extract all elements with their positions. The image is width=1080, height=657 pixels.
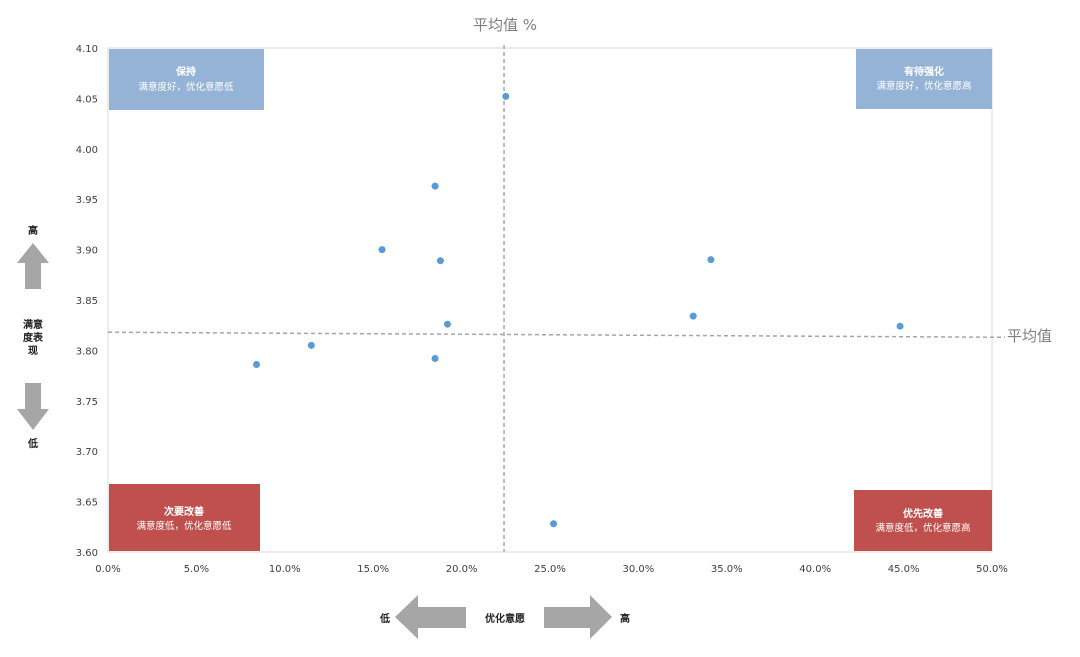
x-tick-label: 50.0% (976, 564, 1008, 575)
x-tick-label: 20.0% (446, 564, 478, 575)
scatter-point (437, 257, 444, 264)
y-tick-label: 3.60 (76, 548, 98, 559)
y-tick-label: 3.80 (76, 346, 98, 357)
x-tick-label: 30.0% (623, 564, 655, 575)
y-tick-label: 3.85 (76, 296, 98, 307)
x-axis-ticks: 0.0% 5.0% 10.0% 15.0% 20.0% 25.0% 30.0% 35.0% 40… (95, 564, 1008, 575)
up-arrow-icon (17, 243, 49, 289)
quadrant-keep-bg (109, 49, 264, 110)
quadrant-priority-title: 优先改善 (903, 507, 943, 520)
scatter-point (690, 313, 697, 320)
quadrant-strengthen-title: 有待强化 (904, 65, 944, 78)
quadrant-priority-bg (854, 490, 992, 551)
quadrant-secondary-box: 次要改善 满意度低，优化意愿低 (109, 484, 260, 551)
y-tick-label: 4.00 (76, 145, 98, 156)
scatter-point (432, 183, 439, 190)
scatter-point (432, 355, 439, 362)
down-arrow-icon (17, 383, 49, 430)
scatter-point (444, 321, 451, 328)
x-tick-label: 15.0% (357, 564, 389, 575)
y-tick-label: 3.75 (76, 397, 98, 408)
quadrant-priority-box: 优先改善 满意度低，优化意愿高 (854, 490, 992, 551)
y-indicator-label-line-1: 满意 (23, 318, 43, 331)
x-tick-label: 5.0% (184, 564, 209, 575)
y-indicator-label-line-2: 度表 (23, 331, 44, 344)
plot-area (108, 48, 992, 552)
quadrant-keep-title: 保持 (175, 65, 196, 78)
x-indicator-label: 优化意愿 (485, 612, 525, 625)
x-tick-label: 35.0% (711, 564, 743, 575)
scatter-point (253, 361, 260, 368)
x-tick-label: 25.0% (534, 564, 566, 575)
scatter-point (550, 520, 557, 527)
scatter-point (707, 256, 714, 263)
y-tick-label: 4.10 (76, 44, 98, 55)
scatter-point (502, 93, 509, 100)
x-tick-label: 0.0% (95, 564, 120, 575)
quadrant-strengthen-bg (856, 49, 992, 109)
x-tick-label: 45.0% (888, 564, 920, 575)
quadrant-priority-subtitle: 满意度低，优化意愿高 (875, 522, 970, 534)
quadrant-keep-subtitle: 满意度好，优化意愿低 (138, 81, 234, 93)
x-axis-indicator: 低 优化意愿 高 (379, 595, 630, 639)
y-tick-label: 4.05 (76, 94, 98, 105)
y-indicator-high-label: 高 (28, 224, 38, 237)
average-x-label: 平均值 % (473, 16, 537, 34)
y-tick-label: 3.70 (76, 447, 98, 458)
y-axis-indicator: 高 满意 度表 现 低 (17, 224, 49, 450)
scatter-point (308, 342, 315, 349)
y-indicator-label-line-3: 现 (28, 345, 38, 357)
scatter-point (897, 323, 904, 330)
right-arrow-icon (544, 595, 612, 639)
quadrant-secondary-title: 次要改善 (164, 505, 204, 518)
left-arrow-icon (395, 595, 466, 639)
x-indicator-high-label: 高 (620, 612, 630, 625)
quadrant-strengthen-subtitle: 满意度好，优化意愿高 (876, 80, 971, 92)
x-tick-label: 10.0% (269, 564, 301, 575)
y-axis-ticks: 3.60 3.65 3.70 3.75 3.80 3.85 3.90 3.95 4.00 4.05… (76, 44, 98, 559)
average-y-label: 平均值 (1007, 327, 1052, 345)
y-indicator-low-label: 低 (27, 437, 38, 450)
y-tick-label: 3.95 (76, 195, 98, 206)
scatter-point (379, 246, 386, 253)
x-tick-label: 40.0% (799, 564, 831, 575)
y-tick-label: 3.90 (76, 246, 98, 257)
y-tick-label: 3.65 (76, 498, 98, 509)
x-indicator-low-label: 低 (379, 612, 390, 625)
quadrant-keep-box: 保持 满意度好，优化意愿低 (109, 49, 264, 110)
quadrant-strengthen-box: 有待强化 满意度好，优化意愿高 (856, 49, 992, 109)
quadrant-secondary-subtitle: 满意度低，优化意愿低 (136, 520, 232, 532)
